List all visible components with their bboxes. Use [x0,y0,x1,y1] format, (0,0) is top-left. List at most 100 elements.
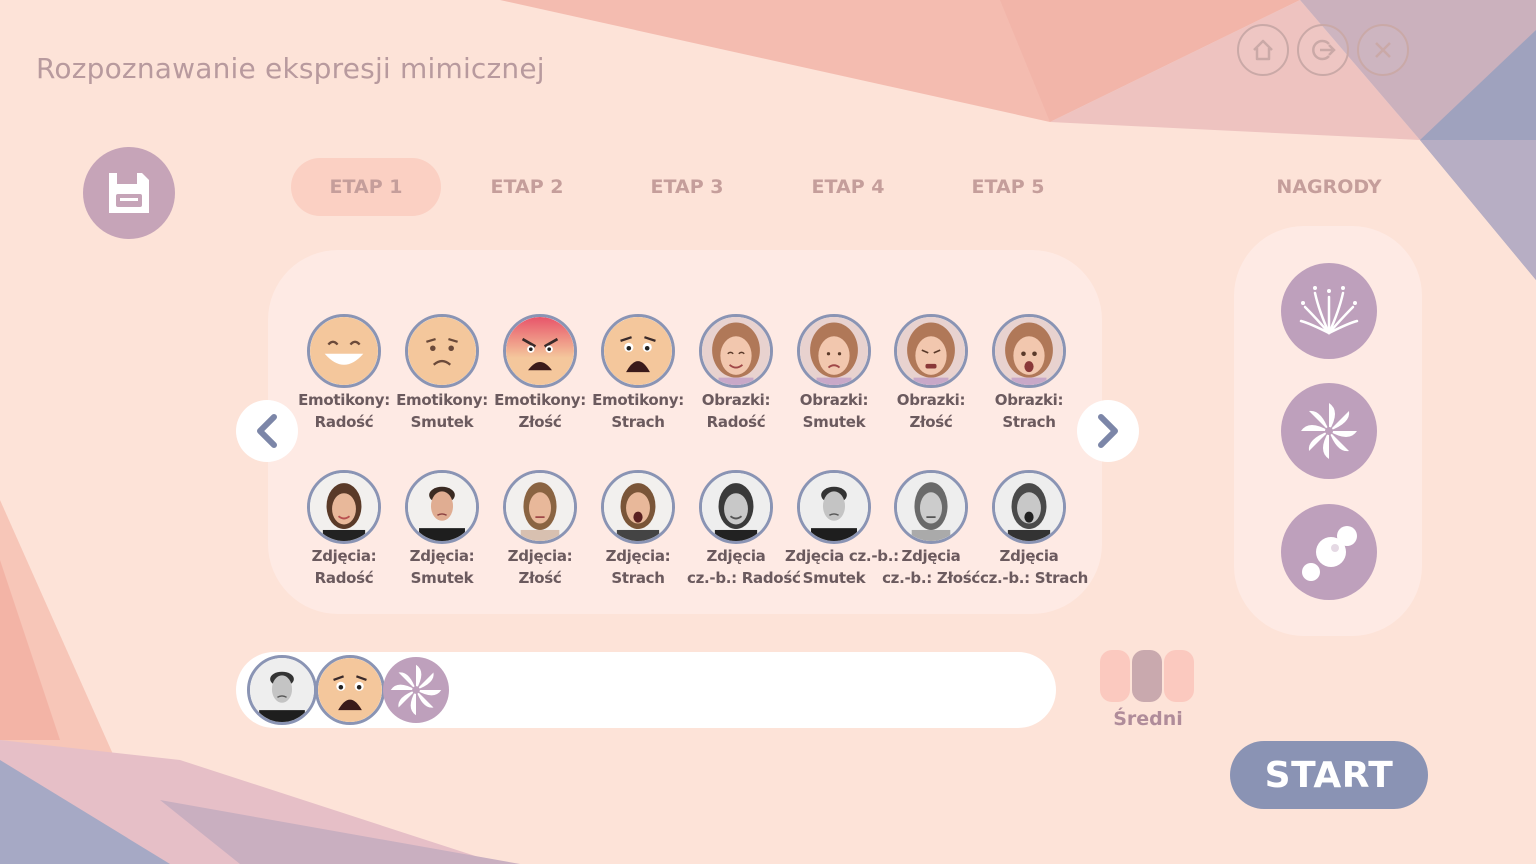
photo-woman-icon [503,470,577,544]
exercise-label-line1: Zdjęcia: [311,547,377,565]
pinwheel-icon [1301,403,1357,459]
exercise-label-line1: Obrazki: [896,391,966,409]
exercise-label-line2: Smutek [802,413,866,431]
exercise-label-line2: Smutek [802,569,866,587]
reward-fireworks-button[interactable] [1281,263,1377,359]
photo-woman-icon [307,470,381,544]
previous-page-button[interactable] [236,400,298,462]
exercise-label-line1: Emotikony: [298,391,390,409]
exercise-item[interactable]: Emotikony: Złość [491,314,589,432]
tab-etap-4[interactable]: ETAP 4 [811,176,885,198]
drawing-face-icon [699,314,773,388]
exercise-label-line2: cz.-b.: Radość [687,569,801,587]
exercise-item[interactable]: Obrazki: Strach [980,314,1078,432]
photo-bw-man-icon [797,470,871,544]
exercise-item[interactable]: Zdjęcia: Złość [491,470,589,588]
photo-man-icon [405,470,479,544]
exercise-item[interactable]: Zdjęcia: Strach [589,470,687,588]
drawing-face-icon [894,314,968,388]
floppy-disk-icon [109,173,149,213]
exercise-item[interactable]: Obrazki: Radość [687,314,785,432]
emoji-fear-icon [318,658,382,722]
fireworks-icon [1299,286,1359,335]
pinwheel-icon [390,664,442,716]
emoji-happy-icon [307,314,381,388]
photo-woman-icon [601,470,675,544]
tab-etap-5[interactable]: ETAP 5 [971,176,1045,198]
photo-man-icon [250,658,314,722]
exercise-item[interactable]: Zdjęcia cz.-b.: Złość [882,470,980,588]
exercise-label-line1: Emotikony: [396,391,488,409]
exercise-item[interactable]: Zdjęcia cz.-b.: Radość [687,470,801,588]
exercise-label-line2: Strach [1002,413,1056,431]
logout-icon [1312,39,1336,61]
selected-item[interactable] [315,655,385,725]
exercise-label-line1: Zdjęcia [901,547,961,565]
photo-bw-woman-icon [894,470,968,544]
exercise-item[interactable]: Obrazki: Smutek [785,314,883,432]
exercise-item[interactable]: Obrazki: Złość [882,314,980,432]
exercise-label-line1: Zdjęcia cz.-b.: [785,547,899,565]
difficulty-bar-medium[interactable] [1132,650,1162,702]
close-icon [1375,42,1391,58]
emoji-fear-icon [601,314,675,388]
selected-item[interactable] [247,655,317,725]
exercise-label-line2: Złość [518,569,562,587]
selected-item[interactable] [383,657,449,723]
home-button[interactable] [1237,24,1289,76]
emoji-sad-icon [405,314,479,388]
exercise-label-line1: Zdjęcia: [409,547,475,565]
exercise-label-line1: Obrazki: [994,391,1064,409]
exercise-label-line1: Obrazki: [701,391,771,409]
save-button[interactable] [83,147,175,239]
photo-bw-woman-icon [992,470,1066,544]
close-button[interactable] [1357,24,1409,76]
chevron-right-icon [1098,414,1118,448]
bubbles-icon [1302,526,1357,581]
logout-button[interactable] [1297,24,1349,76]
exercise-item[interactable]: Zdjęcia cz.-b.: Smutek [785,470,899,588]
exercise-label-line2: Smutek [410,413,474,431]
tab-etap-3[interactable]: ETAP 3 [650,176,724,198]
exercise-grid-panel [268,250,1102,614]
exercise-label-line2: Strach [611,413,665,431]
difficulty-label: Średni [1113,708,1183,730]
drawing-face-icon [797,314,871,388]
difficulty-bar-hard[interactable] [1164,650,1194,702]
exercise-label-line1: Zdjęcia [706,547,766,565]
start-button[interactable]: START [1230,741,1428,809]
exercise-item[interactable]: Emotikony: Strach [589,314,687,432]
exercise-label-line2: Radość [314,413,374,431]
exercise-label-line2: cz.-b.: Strach [980,569,1089,587]
exercise-label-line2: cz.-b.: Złość [882,569,980,587]
exercise-label-line1: Emotikony: [592,391,684,409]
chevron-left-icon [257,414,277,448]
exercise-label-line2: Radość [314,569,374,587]
difficulty-bar-easy[interactable] [1100,650,1130,702]
exercise-label-line1: Zdjęcia [999,547,1059,565]
photo-bw-woman-icon [699,470,773,544]
exercise-item[interactable]: Emotikony: Radość [295,314,393,432]
home-icon [1253,39,1273,61]
reward-bubbles-button[interactable] [1281,504,1377,600]
emoji-angry-icon [503,314,577,388]
next-page-button[interactable] [1077,400,1139,462]
difficulty-selector[interactable] [1100,650,1196,702]
exercise-item[interactable]: Zdjęcia cz.-b.: Strach [980,470,1089,588]
exercise-label-line1: Obrazki: [799,391,869,409]
rewards-heading: NAGRODY [1276,176,1382,198]
tab-etap-2[interactable]: ETAP 2 [490,176,564,198]
exercise-label-line2: Złość [518,413,562,431]
app-title: Rozpoznawanie ekspresji mimicznej [36,52,545,85]
exercise-label-line1: Zdjęcia: [605,547,671,565]
exercise-label-line2: Radość [706,413,766,431]
tab-etap-1[interactable]: ETAP 1 [291,158,441,216]
exercise-label-line1: Zdjęcia: [507,547,573,565]
exercise-label-line2: Smutek [410,569,474,587]
exercise-item[interactable]: Zdjęcia: Smutek [393,470,491,588]
exercise-item[interactable]: Emotikony: Smutek [393,314,491,432]
exercise-item[interactable]: Zdjęcia: Radość [295,470,393,588]
exercise-label-line2: Złość [909,413,953,431]
reward-pinwheel-button[interactable] [1281,383,1377,479]
